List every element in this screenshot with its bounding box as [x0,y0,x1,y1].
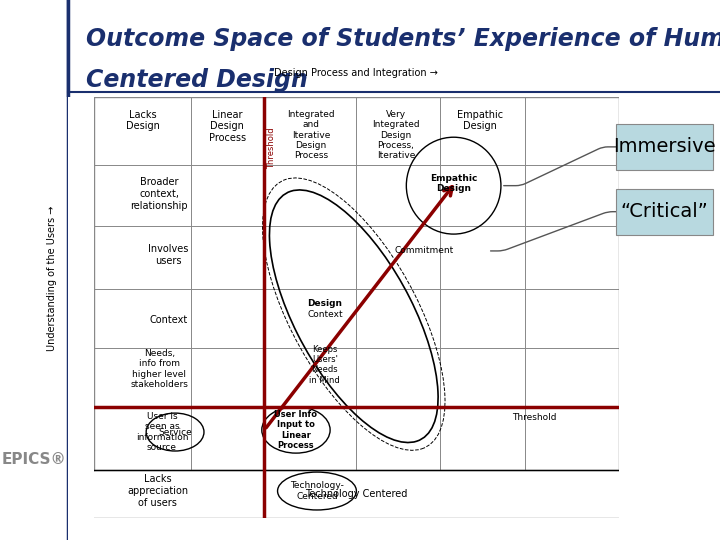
Text: Very
Integrated
Design
Process,
Iterative: Very Integrated Design Process, Iterativ… [372,110,420,160]
Text: “Critical”: “Critical” [621,202,708,221]
Text: Design: Design [307,299,343,308]
Text: Threshold: Threshold [267,127,276,168]
Text: Needs,
info from
higher level
stakeholders: Needs, info from higher level stakeholde… [130,349,188,389]
Text: EPICS®: EPICS® [2,451,66,467]
Text: Empathic
Design: Empathic Design [457,110,503,131]
Text: Lacks
Design: Lacks Design [125,110,159,131]
Text: Centered Design: Centered Design [86,68,308,92]
Text: Involves
users: Involves users [148,244,188,266]
Text: Threshold: Threshold [512,413,556,422]
Text: User Info
Input to
Linear
Process: User Info Input to Linear Process [274,410,318,450]
Text: Commitment: Commitment [394,246,454,255]
Text: Immersive: Immersive [613,137,716,157]
Text: Understanding of the Users →: Understanding of the Users → [47,206,57,351]
Text: Service: Service [158,428,192,436]
Text: Integrated
and
Iterative
Design
Process: Integrated and Iterative Design Process [287,110,335,160]
Text: Lacks
appreciation
of users: Lacks appreciation of users [127,475,188,508]
Text: Technology-
Centered: Technology- Centered [290,481,344,501]
Text: Empathic
Design: Empathic Design [430,174,477,193]
Text: User is
seen as
information
source: User is seen as information source [135,412,188,452]
Text: Linear
Design
Process: Linear Design Process [209,110,246,143]
Text: Technology Centered: Technology Centered [305,489,408,499]
Text: Keeps
Users'
Needs
in Mind: Keeps Users' Needs in Mind [310,345,341,385]
Text: Broader
context,
relationship: Broader context, relationship [130,178,188,211]
FancyBboxPatch shape [616,124,713,170]
Text: Context: Context [150,315,188,326]
Text: Outcome Space of Students’ Experience of Human-: Outcome Space of Students’ Experience of… [86,27,720,51]
FancyBboxPatch shape [616,189,713,235]
Text: Design Process and Integration →: Design Process and Integration → [274,68,438,78]
Text: Context: Context [307,309,343,319]
